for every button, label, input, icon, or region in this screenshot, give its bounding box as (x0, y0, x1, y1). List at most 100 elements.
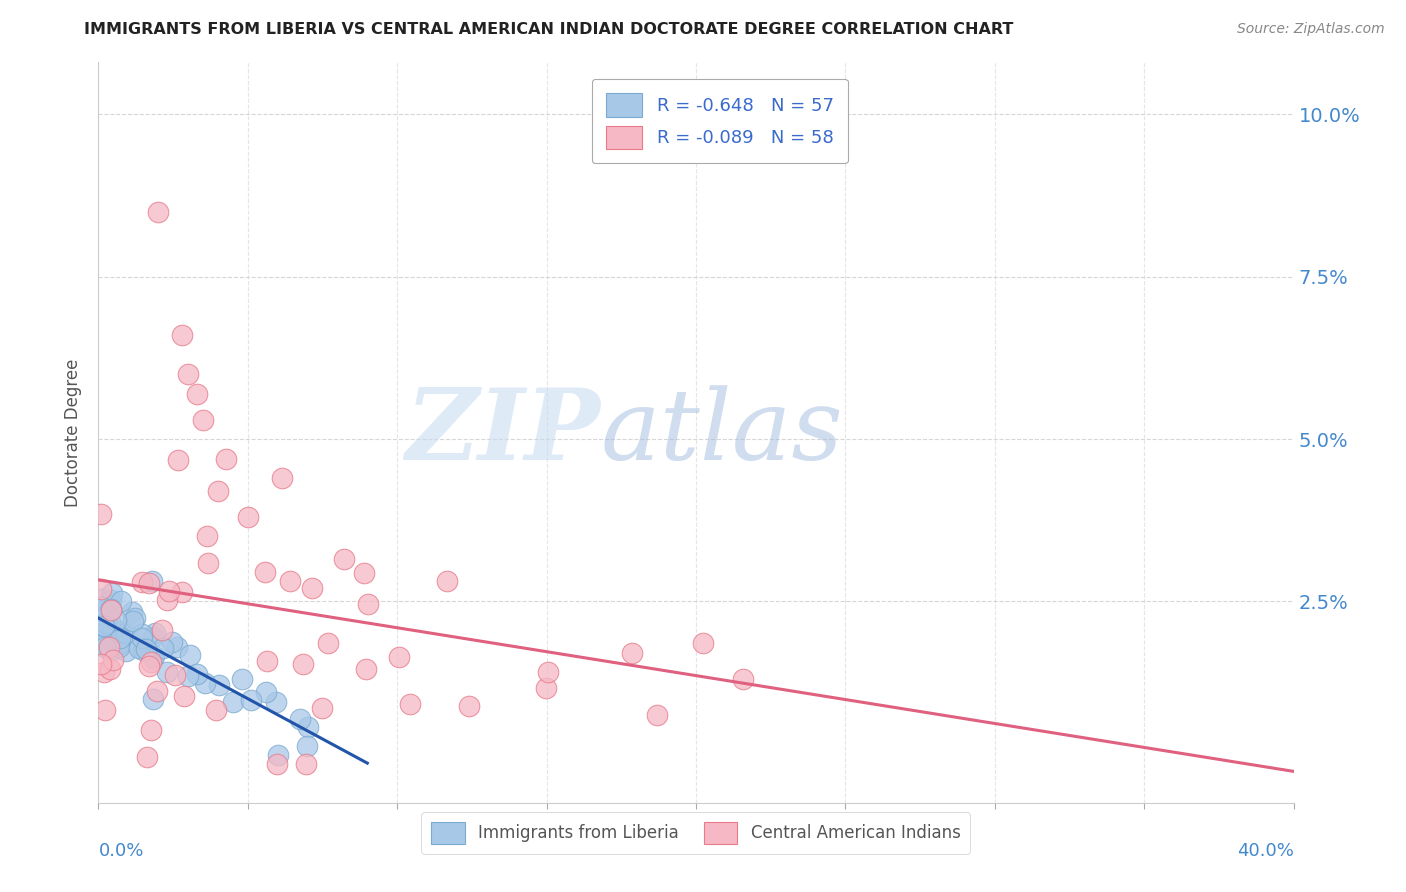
Point (131, 574, 153, 589)
Point (98, 640, 121, 655)
Point (166, 640, 188, 655)
Point (231, 672, 253, 686)
Point (163, 668, 186, 682)
Point (110, 594, 132, 608)
Point (692, 635, 714, 649)
Point (436, 574, 458, 588)
Point (124, 610, 146, 624)
Point (264, 695, 287, 709)
Point (333, 552, 356, 566)
Point (143, 625, 166, 640)
Point (311, 701, 333, 715)
Point (215, 452, 238, 467)
Point (388, 649, 411, 664)
Point (173, 689, 195, 703)
Point (195, 528, 218, 542)
Point (297, 720, 319, 734)
Point (295, 756, 318, 771)
Point (128, 640, 150, 655)
Point (96, 616, 118, 631)
Point (90, 599, 112, 614)
Point (115, 644, 138, 658)
Point (222, 695, 245, 709)
Point (354, 662, 377, 676)
Point (207, 484, 229, 499)
Point (91, 638, 114, 652)
Point (186, 667, 208, 681)
Point (253, 566, 276, 580)
Point (90, 627, 112, 641)
Point (141, 574, 163, 589)
Point (91, 632, 114, 646)
Point (316, 636, 339, 650)
Point (122, 614, 145, 628)
Point (105, 613, 128, 627)
Point (167, 453, 190, 467)
Point (90, 507, 112, 521)
Point (100, 601, 122, 615)
Point (98, 615, 121, 630)
Point (291, 657, 314, 671)
Point (141, 655, 163, 669)
Point (108, 631, 131, 645)
Point (139, 723, 162, 737)
Point (295, 739, 318, 754)
Point (108, 638, 131, 652)
Point (172, 328, 194, 343)
Point (142, 692, 165, 706)
Text: atlas: atlas (600, 385, 844, 480)
Point (256, 654, 278, 668)
Point (90, 591, 112, 606)
Point (239, 693, 262, 707)
Point (194, 676, 217, 690)
Point (150, 623, 173, 637)
Point (621, 646, 644, 660)
Point (142, 630, 165, 644)
Point (143, 649, 166, 664)
Point (271, 471, 294, 485)
Point (267, 747, 290, 762)
Legend: Immigrants from Liberia, Central American Indians: Immigrants from Liberia, Central America… (422, 813, 970, 854)
Point (176, 669, 198, 683)
Point (266, 756, 288, 771)
Point (254, 684, 277, 698)
Point (537, 665, 560, 679)
Text: 40.0%: 40.0% (1237, 842, 1294, 860)
Point (90, 657, 112, 672)
Point (156, 592, 179, 607)
Point (93, 665, 115, 679)
Point (100, 586, 122, 600)
Point (197, 556, 219, 570)
Point (733, 673, 755, 687)
Point (458, 698, 481, 713)
Text: 0.0%: 0.0% (98, 842, 143, 860)
Point (157, 583, 180, 598)
Point (236, 510, 259, 524)
Point (97, 631, 120, 645)
Point (357, 598, 380, 612)
Point (145, 683, 167, 698)
Point (100, 662, 122, 676)
Point (177, 367, 200, 381)
Point (288, 713, 311, 727)
Point (101, 653, 124, 667)
Point (96, 607, 118, 622)
Point (90, 582, 112, 597)
Point (142, 651, 165, 665)
Point (100, 644, 122, 658)
Point (97, 640, 120, 654)
Point (148, 204, 170, 219)
Point (179, 648, 201, 662)
Point (191, 412, 214, 426)
Point (278, 574, 301, 588)
Point (207, 678, 229, 692)
Point (399, 697, 422, 711)
Point (108, 640, 131, 655)
Point (156, 665, 179, 679)
Point (131, 631, 153, 645)
Point (204, 703, 226, 717)
Point (93, 640, 115, 655)
Point (645, 707, 668, 722)
Point (536, 681, 558, 696)
Point (138, 576, 160, 591)
